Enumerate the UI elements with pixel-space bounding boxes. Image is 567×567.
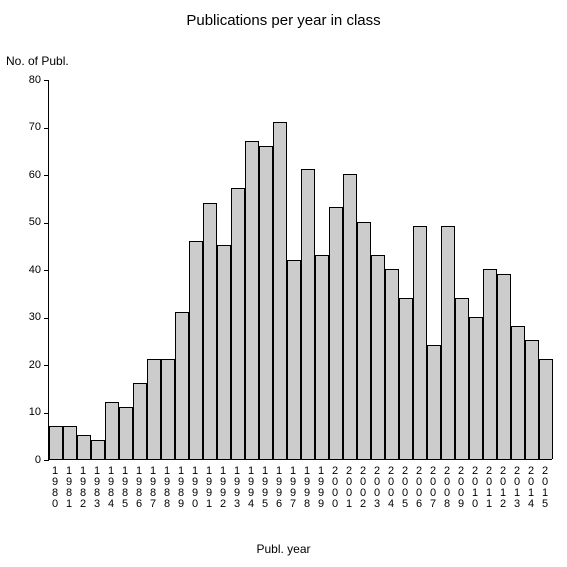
xtick-label: 1992 xyxy=(216,466,230,510)
ytick xyxy=(44,460,49,461)
xtick-label: 2007 xyxy=(426,466,440,510)
bar xyxy=(525,340,539,459)
bar xyxy=(217,245,231,459)
bar xyxy=(63,426,77,459)
xtick-label: 2015 xyxy=(538,466,552,510)
xtick-label: 1995 xyxy=(258,466,272,510)
bar xyxy=(287,260,301,460)
xtick-label: 2013 xyxy=(510,466,524,510)
bar xyxy=(147,359,161,459)
ytick xyxy=(44,413,49,414)
ytick-label: 60 xyxy=(11,169,41,181)
bar xyxy=(371,255,385,459)
ytick-label: 80 xyxy=(11,74,41,86)
bar xyxy=(161,359,175,459)
bar xyxy=(539,359,553,459)
xtick-label: 2002 xyxy=(356,466,370,510)
bar xyxy=(49,426,63,459)
bar xyxy=(203,203,217,460)
chart-title: Publications per year in class xyxy=(0,12,567,29)
ytick-label: 0 xyxy=(11,454,41,466)
bar xyxy=(119,407,133,459)
xtick-label: 1982 xyxy=(76,466,90,510)
bar xyxy=(455,298,469,460)
xtick-label: 2009 xyxy=(454,466,468,510)
xtick-label: 2001 xyxy=(342,466,356,510)
xtick-label: 1989 xyxy=(174,466,188,510)
bar xyxy=(413,226,427,459)
bar xyxy=(329,207,343,459)
xtick-label: 1986 xyxy=(132,466,146,510)
xtick-label: 1998 xyxy=(300,466,314,510)
bar xyxy=(175,312,189,459)
xtick-label: 2003 xyxy=(370,466,384,510)
bar xyxy=(189,241,203,460)
bar xyxy=(469,317,483,460)
xtick-label: 1987 xyxy=(146,466,160,510)
xtick-label: 1997 xyxy=(286,466,300,510)
bar xyxy=(399,298,413,460)
xtick-label: 1983 xyxy=(90,466,104,510)
bar xyxy=(91,440,105,459)
ytick-label: 10 xyxy=(11,406,41,418)
xtick-label: 2006 xyxy=(412,466,426,510)
xtick-label: 2010 xyxy=(468,466,482,510)
xtick-label: 1985 xyxy=(118,466,132,510)
ytick xyxy=(44,80,49,81)
bar xyxy=(343,174,357,459)
xtick-label: 1980 xyxy=(48,466,62,510)
ytick xyxy=(44,128,49,129)
xtick-label: 1993 xyxy=(230,466,244,510)
ytick-label: 20 xyxy=(11,359,41,371)
xtick-label: 1999 xyxy=(314,466,328,510)
bar xyxy=(105,402,119,459)
yaxis-title: No. of Publ. xyxy=(6,54,69,68)
ytick-label: 40 xyxy=(11,264,41,276)
bar xyxy=(315,255,329,459)
bar xyxy=(245,141,259,459)
bar xyxy=(133,383,147,459)
xaxis-title: Publ. year xyxy=(0,542,567,556)
bar xyxy=(511,326,525,459)
chart-container: Publications per year in class No. of Pu… xyxy=(0,0,567,567)
xtick-label: 2011 xyxy=(482,466,496,510)
xtick-label: 2014 xyxy=(524,466,538,510)
xtick-label: 1981 xyxy=(62,466,76,510)
xtick-label: 1994 xyxy=(244,466,258,510)
bar xyxy=(301,169,315,459)
ytick xyxy=(44,270,49,271)
bar xyxy=(231,188,245,459)
xtick-label: 1984 xyxy=(104,466,118,510)
bar xyxy=(77,435,91,459)
xtick-label: 1991 xyxy=(202,466,216,510)
ytick xyxy=(44,365,49,366)
bar xyxy=(497,274,511,459)
ytick-label: 70 xyxy=(11,121,41,133)
ytick xyxy=(44,223,49,224)
bar xyxy=(427,345,441,459)
bar xyxy=(483,269,497,459)
xtick-label: 2000 xyxy=(328,466,342,510)
xtick-label: 2008 xyxy=(440,466,454,510)
xtick-label: 2012 xyxy=(496,466,510,510)
bar xyxy=(273,122,287,459)
bar xyxy=(441,226,455,459)
xtick-label: 1990 xyxy=(188,466,202,510)
ytick xyxy=(44,318,49,319)
ytick-label: 30 xyxy=(11,311,41,323)
xtick-label: 2004 xyxy=(384,466,398,510)
xtick-label: 1996 xyxy=(272,466,286,510)
xtick-label: 1988 xyxy=(160,466,174,510)
bar xyxy=(385,269,399,459)
bar xyxy=(357,222,371,460)
xtick-label: 2005 xyxy=(398,466,412,510)
plot-area xyxy=(48,80,552,460)
ytick xyxy=(44,175,49,176)
bar xyxy=(259,146,273,460)
ytick-label: 50 xyxy=(11,216,41,228)
